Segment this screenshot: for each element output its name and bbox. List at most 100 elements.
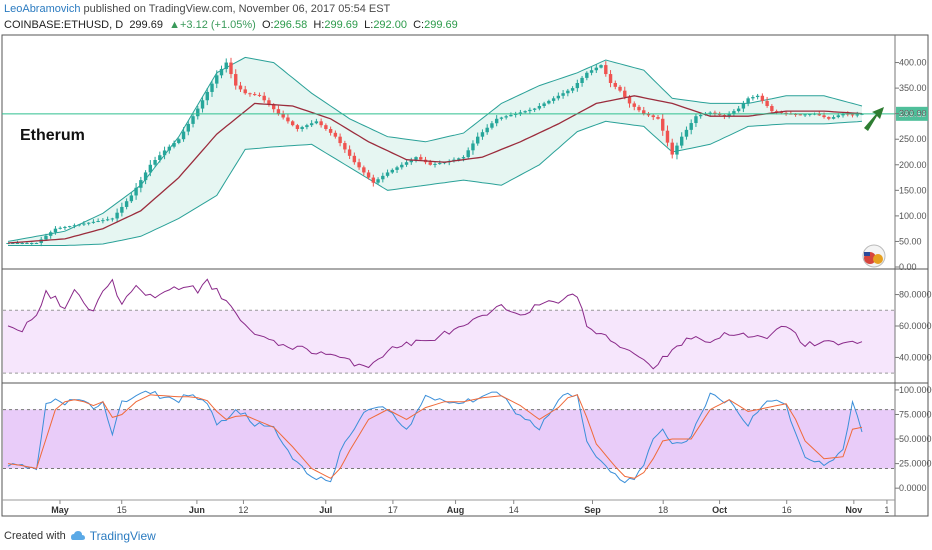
candle-body bbox=[841, 113, 845, 116]
close-label: C: bbox=[413, 19, 425, 31]
candle-body bbox=[594, 67, 599, 71]
time-axis-label: Oct bbox=[712, 505, 727, 515]
candle-body bbox=[243, 89, 247, 94]
candle-body bbox=[219, 68, 224, 76]
candle-body bbox=[67, 226, 72, 228]
candle-body bbox=[267, 100, 271, 105]
candle-body bbox=[831, 117, 836, 119]
candle-body bbox=[532, 108, 537, 110]
candle-body bbox=[381, 175, 385, 180]
candle-body bbox=[110, 218, 115, 220]
chart-frame bbox=[1, 34, 929, 517]
price-change: ▲+3.12 (+1.05%) bbox=[169, 19, 256, 31]
chart-annotation: Etherum bbox=[20, 127, 85, 144]
candle-body bbox=[376, 179, 380, 183]
candle-body bbox=[698, 115, 703, 117]
candle-body bbox=[561, 93, 565, 96]
candle-body bbox=[395, 167, 399, 170]
candle-body bbox=[855, 114, 859, 116]
candle-body bbox=[713, 112, 717, 114]
time-axis-label: 17 bbox=[388, 505, 398, 515]
candle-body bbox=[585, 72, 589, 78]
bollinger-basis-line bbox=[7, 95, 863, 244]
symbol-label: COINBASE:ETHUSD, D bbox=[4, 19, 124, 31]
candle-body bbox=[604, 65, 608, 75]
candle-body bbox=[637, 106, 641, 111]
candle-body bbox=[461, 157, 466, 159]
candle-body bbox=[390, 169, 394, 173]
candle-body bbox=[314, 121, 319, 124]
candle-body bbox=[11, 242, 15, 244]
candle-body bbox=[717, 113, 722, 116]
candle-body bbox=[770, 106, 774, 112]
candle-body bbox=[727, 113, 731, 117]
open-value: 296.58 bbox=[273, 19, 308, 31]
candle-body bbox=[608, 74, 613, 83]
candle-body bbox=[808, 114, 812, 116]
publish-header: LeoAbramovich published on TradingView.c… bbox=[4, 2, 390, 16]
close-value: 299.69 bbox=[424, 19, 458, 31]
green-arrow-icon bbox=[864, 107, 884, 131]
candle-body bbox=[347, 149, 352, 156]
candle-body bbox=[542, 103, 546, 106]
candle-body bbox=[96, 221, 100, 222]
price-axis-label: 150.00 bbox=[899, 185, 927, 195]
price-axis-label: 0.00 bbox=[899, 262, 917, 272]
candle-body bbox=[338, 136, 342, 144]
candle-body bbox=[651, 115, 655, 118]
candle-body bbox=[661, 118, 665, 131]
candle-body bbox=[632, 103, 636, 107]
stoch-k-line bbox=[7, 390, 863, 484]
candle-body bbox=[499, 117, 504, 119]
candle-body bbox=[205, 91, 209, 101]
candle-body bbox=[414, 157, 418, 160]
candle-body bbox=[537, 106, 542, 109]
candle-body bbox=[646, 113, 651, 116]
candle-body bbox=[253, 94, 257, 96]
candle-body bbox=[504, 116, 508, 118]
rsi-band-fill bbox=[3, 310, 895, 374]
candle-body bbox=[58, 227, 62, 229]
candle-body bbox=[760, 95, 765, 101]
candle-body bbox=[257, 94, 262, 96]
candle-body bbox=[400, 164, 404, 168]
candle-body bbox=[694, 116, 698, 124]
candle-body bbox=[419, 157, 423, 160]
candle-body bbox=[509, 114, 513, 117]
candle-body bbox=[689, 123, 693, 130]
candle-body bbox=[290, 121, 295, 126]
candle-body bbox=[72, 225, 77, 227]
candle-body bbox=[30, 242, 34, 244]
publish-info: published on TradingView.com, November 0… bbox=[80, 3, 391, 15]
candle-body bbox=[599, 65, 603, 68]
time-axis-label: Nov bbox=[845, 505, 862, 515]
candle-body bbox=[362, 167, 366, 173]
rsi-line bbox=[7, 278, 863, 370]
candle-body bbox=[300, 127, 304, 129]
candle-body bbox=[343, 143, 347, 150]
candle-body bbox=[684, 129, 689, 137]
price-axis-label: 350.00 bbox=[899, 83, 927, 93]
candle-body bbox=[580, 77, 584, 83]
rsi-axis-label: 60.0000 bbox=[899, 321, 932, 331]
stoch-axis-label: 25.0000 bbox=[899, 459, 932, 469]
candle-body bbox=[556, 95, 561, 99]
tradingview-brand[interactable]: TradingView bbox=[89, 529, 156, 543]
time-axis-label: 18 bbox=[658, 505, 668, 515]
candle-body bbox=[371, 177, 376, 183]
candle-body bbox=[186, 123, 190, 132]
candle-body bbox=[53, 228, 58, 233]
time-axis-label: 12 bbox=[238, 505, 248, 515]
candle-body bbox=[82, 223, 86, 225]
candle-body bbox=[618, 86, 622, 91]
candle-body bbox=[732, 111, 736, 114]
time-axis-label: 15 bbox=[117, 505, 127, 515]
author-link[interactable]: LeoAbramovich bbox=[4, 3, 81, 15]
candle-body bbox=[741, 103, 746, 109]
footer: Created with TradingView bbox=[4, 529, 156, 543]
candle-body bbox=[333, 132, 338, 137]
candle-body bbox=[485, 127, 489, 133]
open-label: O: bbox=[261, 19, 274, 31]
candle-body bbox=[101, 220, 105, 222]
